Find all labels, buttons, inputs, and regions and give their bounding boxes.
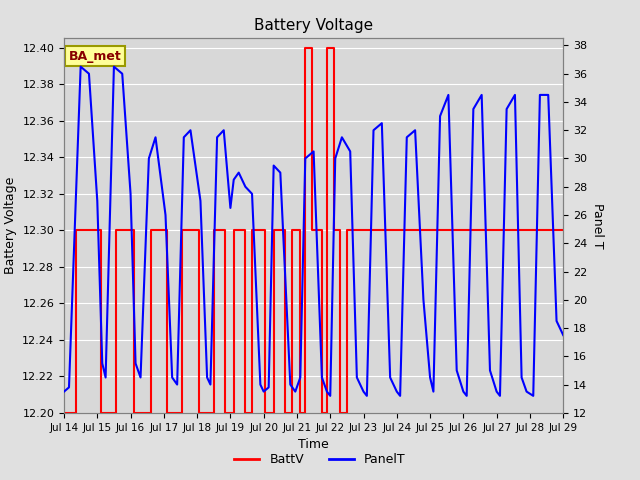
Title: Battery Voltage: Battery Voltage [254,18,373,33]
Y-axis label: Panel T: Panel T [591,203,604,249]
Y-axis label: Battery Voltage: Battery Voltage [4,177,17,274]
X-axis label: Time: Time [298,438,329,451]
Legend: BattV, PanelT: BattV, PanelT [229,448,411,471]
Text: BA_met: BA_met [69,49,122,62]
